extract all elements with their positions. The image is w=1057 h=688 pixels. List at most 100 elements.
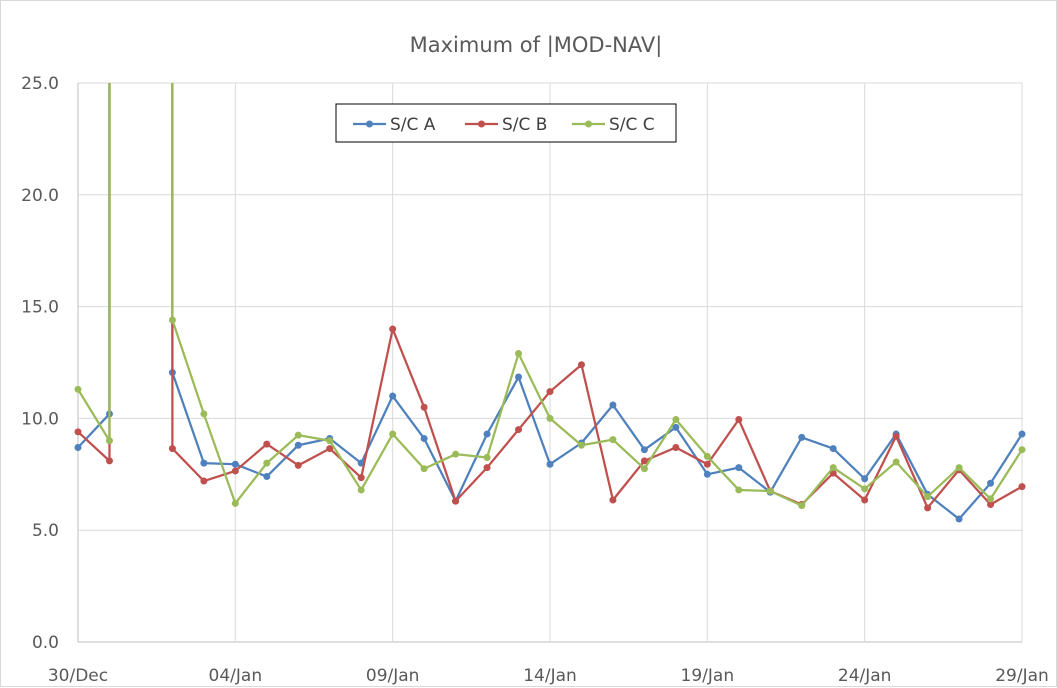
- legend-label: S/C A: [390, 115, 436, 135]
- chart-title: Maximum of |MOD-NAV|: [410, 33, 663, 58]
- data-point: [1018, 430, 1026, 438]
- data-point: [105, 457, 113, 465]
- data-point: [577, 361, 585, 369]
- legend-label: S/C C: [609, 115, 655, 135]
- data-point: [420, 403, 428, 411]
- data-point: [987, 479, 995, 487]
- data-point: [168, 316, 176, 324]
- data-point: [577, 441, 585, 449]
- data-point: [735, 416, 743, 424]
- series-layer: [74, 83, 1026, 523]
- data-point: [263, 473, 271, 481]
- data-point: [798, 433, 806, 441]
- data-point: [263, 440, 271, 448]
- y-tick-label: 5.0: [32, 521, 59, 541]
- data-point: [483, 430, 491, 438]
- data-point: [74, 443, 82, 451]
- data-point: [326, 445, 334, 453]
- legend-label: S/C B: [502, 115, 547, 135]
- x-tick-label: 14/Jan: [523, 666, 577, 686]
- data-point: [389, 392, 397, 400]
- data-point: [200, 410, 208, 418]
- legend-box: [335, 103, 677, 143]
- x-tick-label: 04/Jan: [209, 666, 263, 686]
- data-point: [357, 486, 365, 494]
- data-point: [168, 445, 176, 453]
- data-point: [483, 464, 491, 472]
- gridlines: [77, 82, 1023, 643]
- x-tick-label: 19/Jan: [681, 666, 735, 686]
- data-point: [892, 432, 900, 440]
- legend-item: S/C B: [465, 115, 547, 135]
- data-point: [640, 446, 648, 454]
- data-point: [735, 486, 743, 494]
- data-point: [546, 460, 554, 468]
- x-tick-label: 09/Jan: [366, 666, 420, 686]
- legend-swatch-marker: [478, 120, 485, 128]
- y-axis-ticks: 0.0 5.0 10.0 15.0 20.0 25.0: [21, 74, 59, 653]
- data-point: [640, 465, 648, 473]
- data-point: [200, 459, 208, 467]
- data-point: [105, 437, 113, 445]
- data-point: [357, 474, 365, 482]
- data-point: [452, 450, 460, 458]
- data-point: [263, 459, 271, 467]
- data-point: [987, 500, 995, 508]
- y-tick-label: 10.0: [21, 409, 59, 429]
- data-point: [389, 430, 397, 438]
- data-point: [861, 485, 869, 493]
- data-point: [231, 467, 239, 475]
- legend-swatch-marker: [366, 120, 373, 128]
- y-tick-label: 20.0: [21, 186, 59, 206]
- data-point: [74, 385, 82, 393]
- data-point: [735, 464, 743, 472]
- data-point: [546, 388, 554, 396]
- data-point: [74, 428, 82, 436]
- data-point: [231, 460, 239, 468]
- data-point: [987, 495, 995, 503]
- data-point: [200, 477, 208, 485]
- data-point: [452, 497, 460, 505]
- data-point: [766, 487, 774, 495]
- data-point: [703, 470, 711, 478]
- legend: S/C A S/C B S/C C: [335, 103, 677, 143]
- data-point: [326, 437, 334, 445]
- data-point: [672, 423, 680, 431]
- data-point: [703, 460, 711, 468]
- data-point: [640, 457, 648, 465]
- data-point: [515, 350, 523, 358]
- data-point: [546, 414, 554, 422]
- data-point: [294, 441, 302, 449]
- data-point: [389, 325, 397, 333]
- data-point: [294, 431, 302, 439]
- data-point: [672, 416, 680, 424]
- y-tick-label: 0.0: [32, 633, 59, 653]
- data-point: [924, 504, 932, 512]
- data-point: [231, 499, 239, 507]
- legend-swatch-marker: [585, 120, 592, 128]
- data-point: [294, 461, 302, 469]
- y-tick-label: 25.0: [21, 74, 59, 94]
- data-point: [1018, 483, 1026, 491]
- data-point: [1018, 446, 1026, 454]
- legend-item: S/C C: [572, 115, 655, 135]
- data-point: [672, 443, 680, 451]
- data-point: [861, 475, 869, 483]
- x-tick-label: 24/Jan: [838, 666, 892, 686]
- data-point: [829, 445, 837, 453]
- x-tick-label: 29/Jan: [995, 666, 1049, 686]
- data-point: [515, 373, 523, 381]
- data-point: [609, 436, 617, 444]
- data-point: [955, 515, 963, 523]
- data-point: [515, 426, 523, 434]
- data-point: [483, 454, 491, 462]
- data-point: [609, 496, 617, 504]
- series-s-c-c: [74, 83, 1026, 510]
- data-point: [955, 464, 963, 472]
- data-point: [609, 401, 617, 409]
- y-tick-label: 15.0: [21, 298, 59, 318]
- data-point: [420, 435, 428, 443]
- data-point: [420, 465, 428, 473]
